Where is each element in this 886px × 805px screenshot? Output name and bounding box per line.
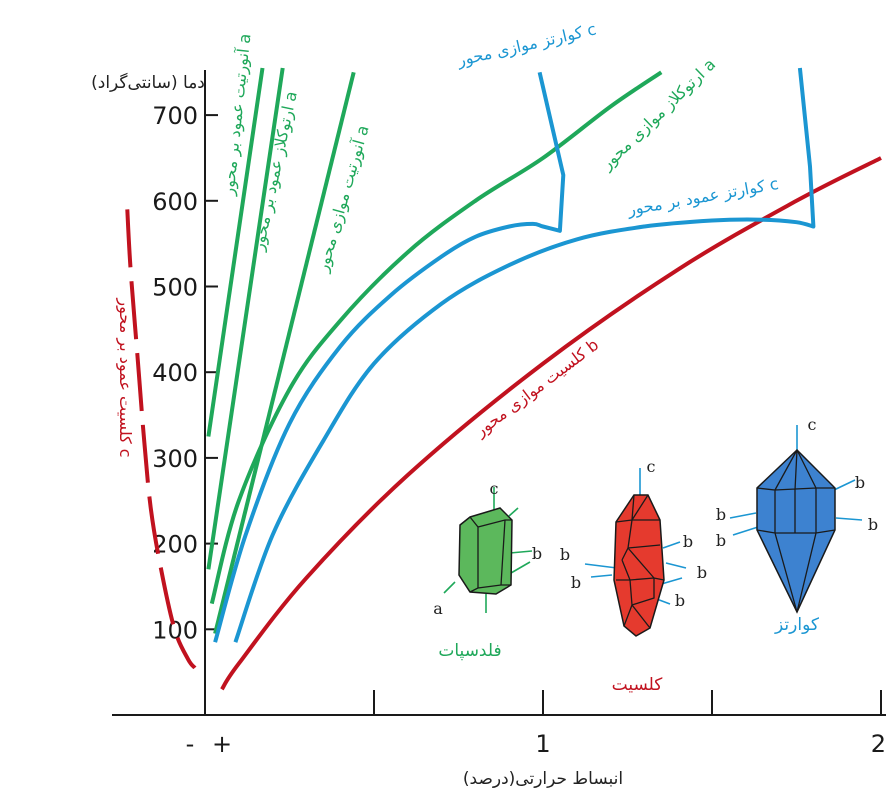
y-tick-label: 500 — [152, 274, 198, 302]
x-tick-label: 1 — [535, 730, 550, 758]
calcite-axis-c: c — [647, 457, 656, 476]
quartz-axis-lines — [729, 425, 863, 536]
label-quartz-perp-c: کوارتز عمود بر محور c — [625, 174, 780, 220]
y-tick-label: 700 — [152, 102, 198, 130]
quartz-axis-b2: b — [868, 515, 878, 534]
calcite-axis-b5: b — [675, 591, 685, 610]
calcite-crystal: c b b b b b کلسیت — [560, 457, 707, 695]
feldspar-axis-c: c — [490, 479, 499, 498]
feldspar-axis-lines — [443, 487, 533, 613]
y-tick-label: 200 — [152, 531, 198, 559]
y-tick-label: 300 — [152, 445, 198, 473]
series-orthoclase-perp-a — [206, 67, 285, 570]
series-anorthite-perp-a — [206, 67, 265, 437]
calcite-axis-b4: b — [697, 563, 707, 582]
quartz-name: کوارتز — [774, 615, 820, 635]
calcite-axis-b3: b — [683, 532, 693, 551]
x-axis-title: انبساط حرارتی(درصد) — [463, 769, 623, 789]
calcite-name: کلسیت — [612, 675, 664, 695]
quartz-axis-b3: b — [716, 505, 726, 524]
series-calcite-par-b — [220, 156, 882, 691]
feldspar-name: فلدسپات — [438, 641, 501, 661]
quartz-axis-b4: b — [716, 531, 726, 550]
x-tick-label: 2 — [871, 730, 886, 758]
series-calcite-perp-c — [125, 209, 197, 670]
calcite-facets — [615, 494, 665, 629]
quartz-axis-b1: b — [855, 473, 865, 492]
quartz-facets — [756, 449, 836, 613]
feldspar-axis-a: a — [433, 599, 443, 618]
label-anorthite-perp-a: آنورتیت عمود بر محور a — [218, 33, 255, 198]
feldspar-crystal: c b a فلدسپات — [433, 479, 542, 661]
label-quartz-par-c: کوارتز موازی محور c — [455, 19, 599, 71]
calcite-axis-b2: b — [571, 573, 581, 592]
calcite-body — [613, 494, 665, 637]
series-quartz-par-c — [213, 71, 566, 643]
y-tick-label: 600 — [152, 188, 198, 216]
y-axis-title: دما (سانتی‌گراد) — [91, 72, 205, 93]
y-tick-label: 400 — [152, 359, 198, 387]
series-anorthite-par-a — [213, 71, 356, 635]
x-tick-label: - — [186, 730, 195, 758]
feldspar-facets — [459, 516, 512, 593]
y-tick-label: 100 — [152, 616, 198, 644]
series-layer — [125, 67, 882, 691]
quartz-axis-c: c — [808, 415, 817, 434]
label-calcite-perp-c: کلسیت عمود بر محور c — [115, 297, 135, 457]
x-ticks: +- 1 2 — [186, 690, 886, 758]
series-orthoclase-par-a — [209, 70, 663, 605]
x-tick-label: + — [212, 730, 232, 758]
axes — [112, 70, 886, 716]
label-calcite-par-b: کلسیت موازی محور b — [470, 335, 602, 442]
quartz-crystal: c b b b b کوارتز — [716, 415, 878, 635]
series-quartz-perp-c — [233, 67, 816, 643]
feldspar-body — [458, 507, 513, 595]
feldspar-axis-b: b — [532, 544, 542, 563]
y-ticks: 100 200 300 400 500 600 700 — [152, 102, 218, 644]
calcite-axis-b1: b — [560, 545, 570, 564]
